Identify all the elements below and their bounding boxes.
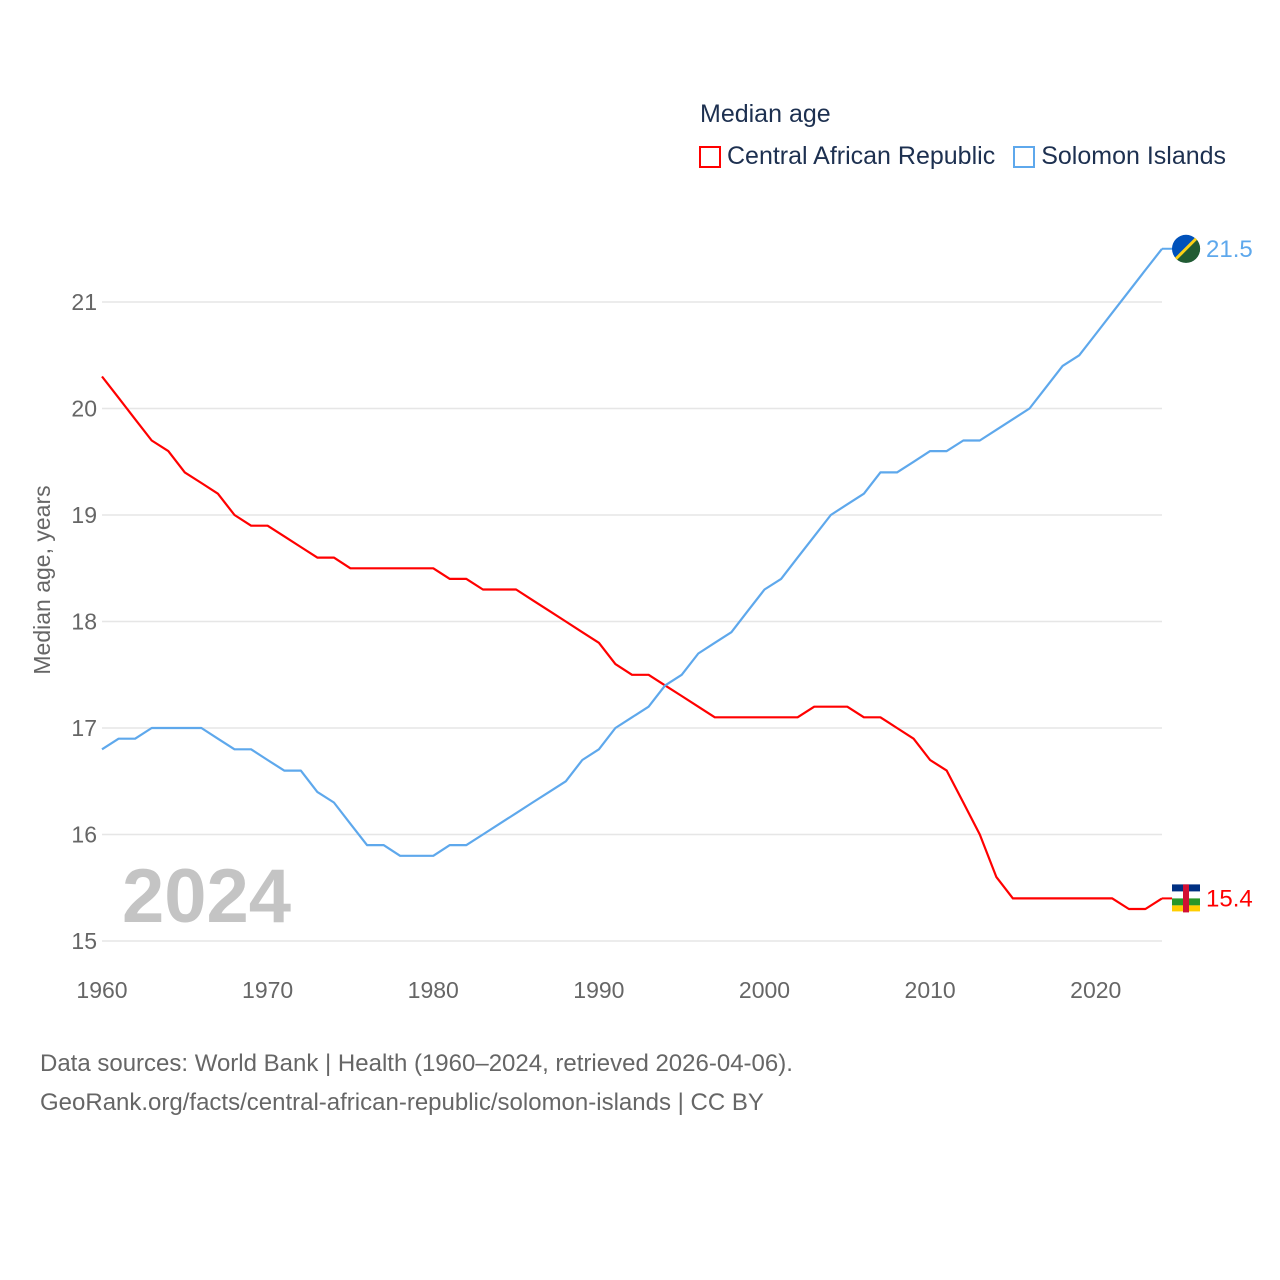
legend-label-car: Central African Republic: [727, 142, 996, 170]
y-tick-label: 15: [71, 928, 97, 954]
legend: Central African Republic Solomon Islands: [699, 142, 1226, 171]
legend-item-solomon[interactable]: Solomon Islands: [1013, 142, 1226, 171]
data-source-text: Data sources: World Bank | Health (1960–…: [40, 1050, 793, 1077]
series-line-car: [101, 375, 1163, 911]
footer: Data sources: World Bank | Health (1960–…: [40, 1044, 793, 1122]
legend-swatch-solomon: [1013, 145, 1036, 168]
x-tick-label: 1980: [408, 977, 459, 1003]
legend-label-solomon: Solomon Islands: [1041, 142, 1227, 170]
series-line-solomon: [101, 248, 1163, 857]
legend-title: Median age: [700, 100, 831, 128]
y-tick-label: 20: [71, 396, 97, 422]
flag-field: [1176, 238, 1201, 263]
x-tick-label: 2010: [905, 977, 956, 1003]
x-tick-label: 2000: [739, 977, 790, 1003]
end-value-label: 21.5: [1206, 236, 1253, 263]
legend-item-car[interactable]: Central African Republic: [699, 142, 995, 171]
year-watermark: 2024: [122, 854, 291, 939]
y-tick-label: 17: [71, 715, 97, 741]
end-value-label: 15.4: [1206, 885, 1253, 912]
y-axis-label: Median age, years: [29, 485, 55, 674]
x-tick-label: 1990: [573, 977, 624, 1003]
x-tick-label: 1970: [242, 977, 293, 1003]
y-tick-label: 21: [71, 289, 97, 315]
x-tick-label: 2020: [1070, 977, 1121, 1003]
y-tick-label: 16: [71, 822, 97, 848]
flag-stripe: [1174, 237, 1198, 260]
y-tick-label: 19: [71, 502, 97, 528]
source-url-text: GeoRank.org/facts/central-african-republ…: [40, 1089, 764, 1116]
flag-stripe: [1183, 884, 1189, 913]
legend-swatch-car: [699, 145, 721, 168]
y-tick-label: 18: [71, 609, 97, 635]
x-tick-label: 1960: [76, 977, 127, 1003]
